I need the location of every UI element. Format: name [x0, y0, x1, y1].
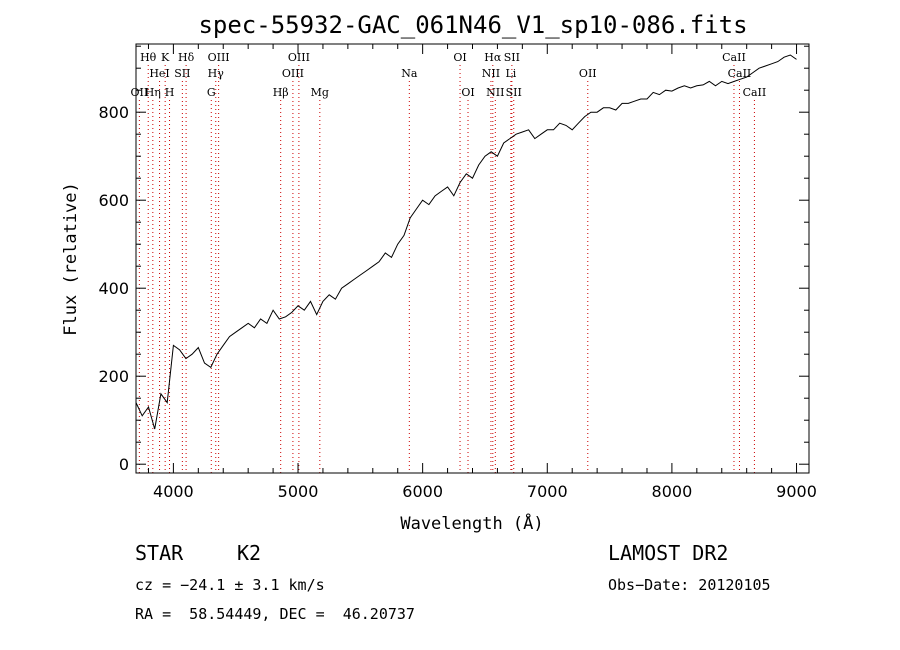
spectral-line-label: OIII: [208, 51, 230, 64]
y-tick-label: 400: [98, 279, 129, 298]
y-tick-label: 0: [119, 455, 129, 474]
spectral-line-label: OIII: [282, 67, 304, 80]
spectral-line-label: Hθ: [140, 51, 157, 64]
x-tick-label: 5000: [278, 482, 319, 501]
y-tick-label: 800: [98, 103, 129, 122]
spectral-line-label: H: [165, 86, 175, 99]
object-subclass: K2: [237, 541, 262, 565]
spectral-line-label: OII: [131, 86, 149, 99]
x-tick-label: 4000: [153, 482, 194, 501]
spectral-line-label: G: [207, 86, 216, 99]
redshift-cz: cz = −24.1 ± 3.1 km/s: [135, 576, 325, 594]
y-tick-label: 600: [98, 191, 129, 210]
flux-series-line: [135, 54, 797, 430]
x-tick-label: 8000: [652, 482, 693, 501]
axis-ticks: 4000 5000 6000 7000 8000 9000 0 200 400 600 800: [98, 44, 817, 501]
spectral-line-label: K: [161, 51, 170, 64]
spectral-line-label: CaII: [728, 67, 752, 80]
spectral-line-markers: [138, 65, 755, 473]
spectral-line-label: SII: [506, 86, 522, 99]
y-axis-label: Flux (relative): [61, 182, 81, 336]
y-tick-label: 200: [98, 367, 129, 386]
survey-name: LAMOST DR2: [608, 541, 729, 565]
observation-date: Obs−Date: 20120105: [608, 576, 771, 594]
spectral-line-label: Hδ: [178, 51, 195, 64]
x-tick-label: 9000: [776, 482, 817, 501]
chart-title: spec-55932-GAC_061N46_V1_sp10-086.fits: [198, 11, 747, 39]
spectral-line-label: CaII: [743, 86, 767, 99]
spectral-line-label: Hα: [484, 51, 502, 64]
spectral-line-label: CaII: [722, 51, 746, 64]
spectral-line-label: Li: [505, 67, 516, 80]
plot-frame: [135, 43, 810, 474]
spectral-line-label: HeI: [149, 67, 169, 80]
spectral-line-label: Na: [401, 67, 418, 80]
spectral-line-label: NII: [486, 86, 504, 99]
spectral-line-label: Hβ: [273, 86, 289, 99]
x-tick-label: 7000: [527, 482, 568, 501]
spectral-line-label: SII: [174, 67, 190, 80]
object-class: STAR: [135, 541, 184, 565]
spectral-line-label: OI: [461, 86, 474, 99]
spectral-line-label: NII: [482, 67, 500, 80]
spectral-line-label: OII: [579, 67, 597, 80]
spectral-line-label: SII: [504, 51, 520, 64]
x-tick-label: 6000: [402, 482, 443, 501]
spectral-line-label: OI: [453, 51, 466, 64]
spectral-line-label: OIII: [288, 51, 310, 64]
x-axis-label: Wavelength (Å): [400, 512, 543, 534]
spectral-line-label: Hη: [145, 86, 161, 99]
spectral-line-label: Hγ: [208, 67, 225, 80]
spectral-line-label: Mg: [311, 86, 329, 99]
coordinates: RA = 58.54449, DEC = 46.20737: [135, 605, 415, 623]
